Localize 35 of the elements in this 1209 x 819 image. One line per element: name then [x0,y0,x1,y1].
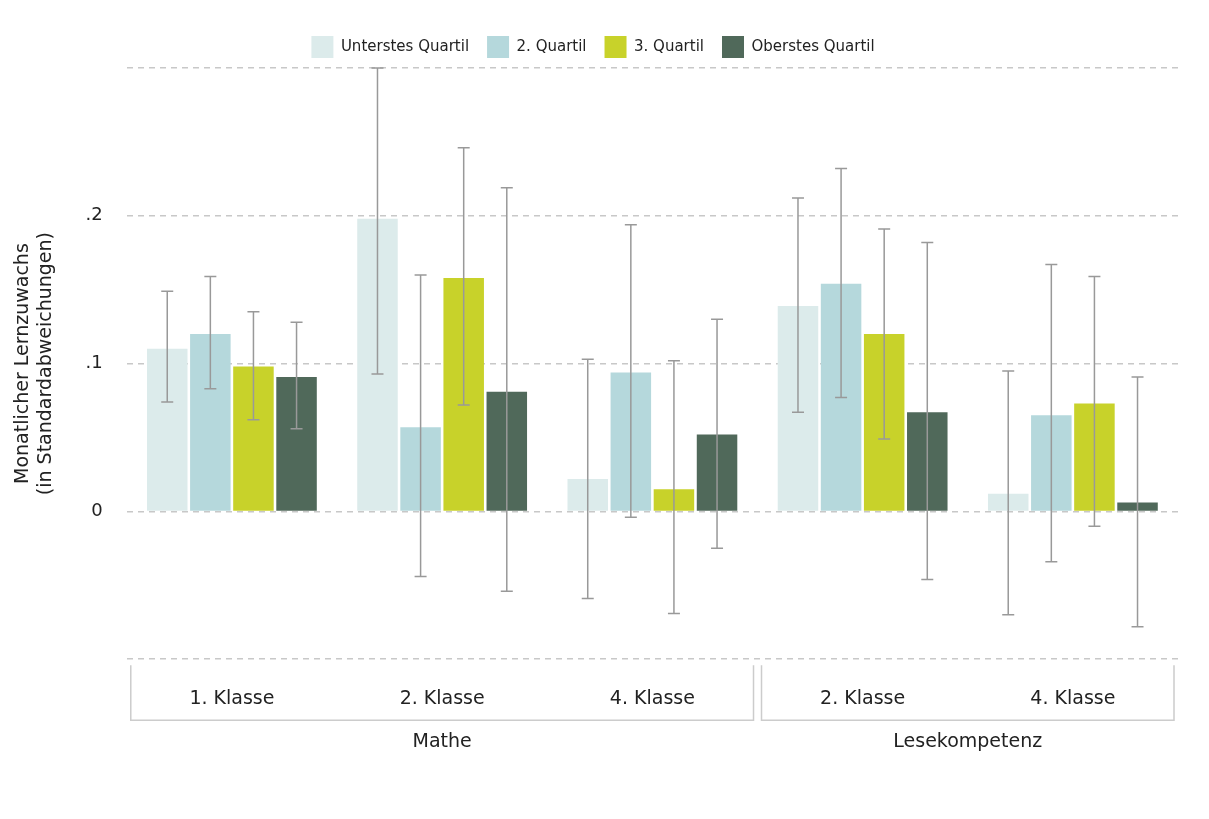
bar [486,391,528,511]
bar [1031,415,1072,511]
x-tick-label: 2. Klasse [399,685,485,708]
bar [863,334,905,511]
bar [653,489,695,511]
x-tick-label: 1. Klasse [189,685,275,708]
bar [443,277,484,511]
bar [276,376,317,511]
y-tick-label: .1 [85,351,103,373]
y-axis-title: Monatlicher Lernzuwachs (in Standardabweichungen) [10,232,56,496]
legend-label: Unterstes Quartil [340,36,470,55]
bar [233,366,274,511]
bar [146,348,188,511]
bar [567,478,608,511]
y-tick-label: 0 [91,499,103,521]
bar [820,283,862,511]
bar [1117,502,1158,511]
text: Mathe [412,729,472,752]
x-tick-label: 4. Klasse [1030,685,1116,708]
bar [777,305,819,511]
x-tick-label: 2. Klasse [820,685,906,708]
bar [190,334,231,511]
bar [610,372,652,511]
bar [696,434,738,511]
legend-label: Oberstes Quartil [751,36,875,55]
bar [987,493,1029,511]
bar [907,412,948,511]
legend-label: 3. Quartil [634,36,704,55]
bar [1074,403,1115,511]
y-tick-label: .2 [85,203,103,225]
text: Lesekompetenz [893,729,1043,752]
legend-label: 2. Quartil [516,36,587,55]
bar [400,427,441,511]
bar [357,218,398,511]
x-tick-label: 4. Klasse [609,685,695,708]
